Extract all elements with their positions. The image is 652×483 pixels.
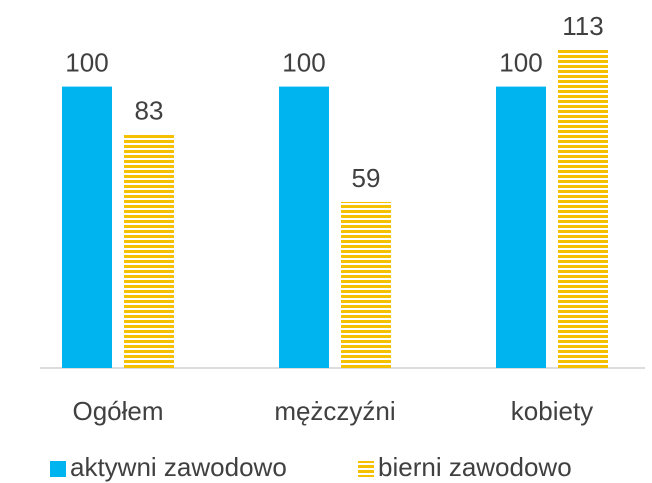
legend-label: bierni zawodowo <box>378 452 572 482</box>
bar <box>496 86 546 368</box>
legend-label: aktywni zawodowo <box>70 452 287 482</box>
x-tick-label: Ogółem <box>72 396 163 426</box>
legend-swatch <box>50 461 66 477</box>
value-label: 100 <box>65 47 108 77</box>
x-tick-label: kobiety <box>511 396 593 426</box>
bar <box>341 201 391 368</box>
value-label: 113 <box>562 11 603 41</box>
value-label: 83 <box>135 95 164 125</box>
value-label: 59 <box>352 163 381 193</box>
bar <box>558 50 608 368</box>
bar <box>279 86 329 368</box>
legend-swatch <box>358 461 374 477</box>
bar <box>62 86 112 368</box>
x-tick-label: mężczyźni <box>274 396 395 426</box>
value-label: 100 <box>499 47 542 77</box>
value-label: 100 <box>282 47 325 77</box>
bar <box>124 134 174 368</box>
